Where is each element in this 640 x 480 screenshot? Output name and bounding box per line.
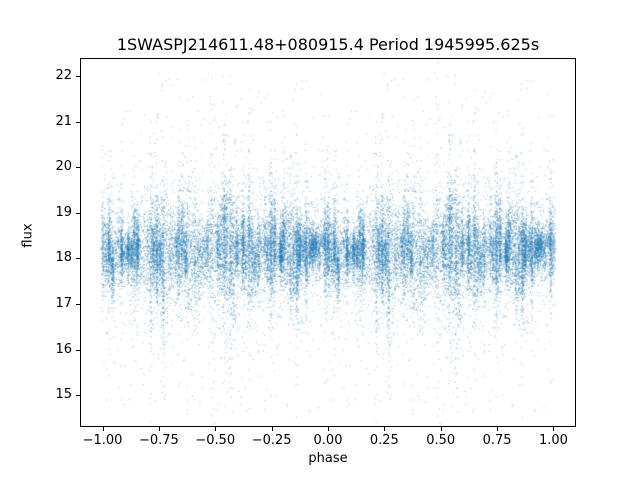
y-tick-label: 21 (55, 113, 72, 129)
x-tick-mark (497, 427, 499, 431)
y-tick-label: 19 (55, 204, 72, 220)
scatter-plot-canvas (80, 58, 576, 427)
y-tick-label: 15 (55, 387, 72, 403)
y-axis-label: flux (20, 223, 36, 248)
x-tick-label: 0.00 (313, 433, 343, 448)
x-tick-mark (384, 427, 386, 431)
x-tick-label: 0.75 (482, 433, 512, 448)
chart-title: 1SWASPJ214611.48+080915.4 Period 1945995… (116, 35, 540, 54)
y-tick-mark (76, 304, 80, 305)
y-tick-label: 20 (55, 159, 72, 175)
y-tick-mark (76, 167, 80, 169)
y-tick-mark (76, 212, 80, 214)
x-tick-label: 1.00 (538, 433, 568, 448)
x-tick-label: −0.50 (195, 433, 236, 448)
axes-frame (80, 58, 576, 427)
y-tick-label: 22 (55, 68, 72, 84)
y-tick-label: 17 (55, 296, 72, 311)
y-tick-label: 16 (55, 341, 72, 357)
y-tick-mark (76, 395, 80, 397)
x-tick-mark (158, 427, 160, 431)
x-tick-label: −0.75 (138, 433, 179, 448)
x-tick-mark (328, 427, 329, 431)
x-axis-label: phase (308, 451, 348, 466)
y-tick-mark (76, 121, 80, 123)
x-tick-mark (440, 427, 442, 431)
x-tick-mark (271, 427, 273, 431)
x-tick-mark (102, 427, 104, 431)
x-tick-label: 0.50 (426, 433, 456, 448)
y-tick-mark (76, 258, 80, 260)
x-tick-label: 0.25 (369, 433, 399, 448)
y-tick-label: 18 (55, 250, 72, 266)
y-tick-mark (76, 76, 80, 78)
y-tick-mark (76, 349, 80, 351)
x-tick-mark (215, 427, 217, 431)
x-tick-label: −0.25 (251, 433, 292, 448)
x-tick-label: −1.00 (82, 433, 123, 448)
x-tick-mark (553, 427, 555, 431)
